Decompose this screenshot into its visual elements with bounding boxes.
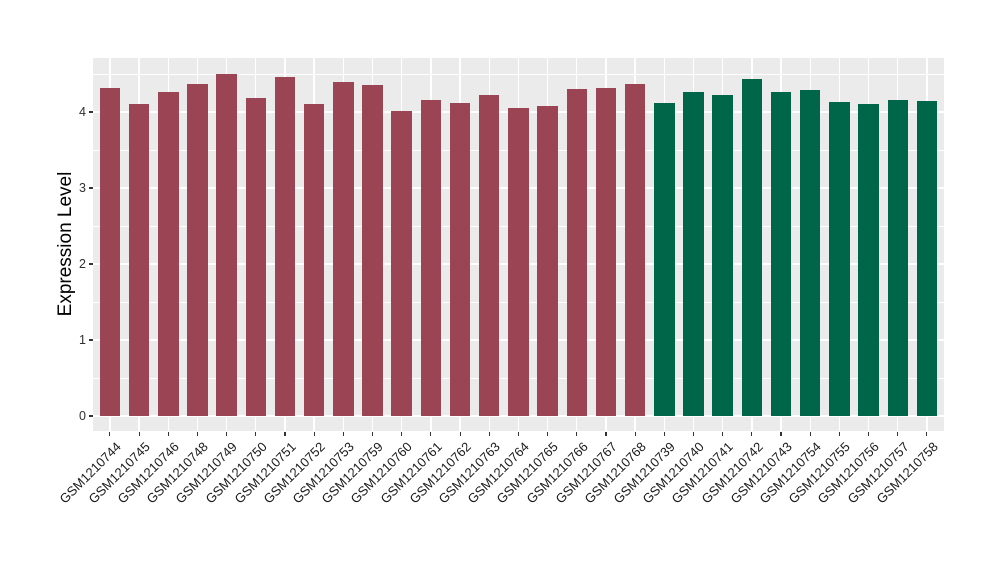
bar-GSM1210745 xyxy=(128,103,150,416)
y-tick-label: 2 xyxy=(79,257,86,271)
x-tick-mark xyxy=(167,431,169,436)
bar-GSM1210763 xyxy=(478,95,500,416)
bar-GSM1210768 xyxy=(624,83,646,416)
x-tick-mark xyxy=(138,431,140,436)
x-tick-mark xyxy=(605,431,607,436)
bar-GSM1210761 xyxy=(420,99,442,416)
bar-GSM1210744 xyxy=(99,87,121,416)
bar-GSM1210742 xyxy=(741,79,763,416)
y-tick-mark xyxy=(88,263,93,265)
bar-GSM1210740 xyxy=(683,92,704,416)
bar-GSM1210758 xyxy=(916,100,938,416)
bar-GSM1210760 xyxy=(391,111,412,416)
bar-GSM1210754 xyxy=(799,89,821,416)
x-tick-mark xyxy=(255,431,257,436)
bar-GSM1210749 xyxy=(216,74,237,416)
x-tick-mark xyxy=(868,431,870,436)
x-tick-mark xyxy=(371,431,374,436)
x-tick-mark xyxy=(838,431,840,436)
x-tick-mark xyxy=(109,431,111,436)
x-tick-mark xyxy=(809,431,811,436)
bar-GSM1210767 xyxy=(595,88,617,416)
y-tick-mark xyxy=(88,415,93,417)
x-tick-mark xyxy=(926,431,928,436)
bar-GSM1210751 xyxy=(274,77,296,416)
x-tick-mark xyxy=(722,431,724,436)
bar-GSM1210759 xyxy=(362,85,383,416)
bar-GSM1210748 xyxy=(187,83,208,416)
x-tick-mark xyxy=(226,431,228,436)
x-tick-mark xyxy=(284,431,286,436)
x-tick-mark xyxy=(430,431,432,436)
bar-GSM1210741 xyxy=(712,95,733,416)
y-tick-label: 0 xyxy=(79,409,86,423)
x-tick-mark xyxy=(663,431,665,436)
x-tick-mark xyxy=(517,431,519,436)
bar-GSM1210750 xyxy=(245,97,267,416)
bar-GSM1210757 xyxy=(887,99,908,416)
x-tick-mark xyxy=(634,431,636,436)
bar-GSM1210764 xyxy=(508,108,529,416)
x-tick-mark xyxy=(196,431,198,436)
bar-GSM1210766 xyxy=(566,89,588,416)
bar-GSM1210756 xyxy=(858,104,879,416)
bar-GSM1210755 xyxy=(829,102,850,416)
x-tick-mark xyxy=(780,431,782,436)
y-tick-mark xyxy=(88,339,93,341)
bar-GSM1210752 xyxy=(303,104,325,416)
y-tick-label: 3 xyxy=(79,181,86,195)
x-tick-mark xyxy=(459,431,461,436)
x-tick-mark xyxy=(342,431,344,436)
plot-panel xyxy=(93,58,944,431)
bar-GSM1210765 xyxy=(537,105,558,416)
bar-GSM1210743 xyxy=(770,92,792,416)
bar-GSM1210746 xyxy=(158,92,179,416)
bar-GSM1210753 xyxy=(333,82,354,416)
x-tick-mark xyxy=(313,431,315,436)
y-tick-label: 4 xyxy=(79,105,86,119)
y-tick-mark xyxy=(88,111,93,113)
y-tick-label: 1 xyxy=(79,333,86,347)
x-tick-mark xyxy=(488,431,490,436)
x-tick-mark xyxy=(547,431,549,436)
x-tick-mark xyxy=(576,431,578,436)
x-tick-mark xyxy=(401,431,403,436)
x-tick-mark xyxy=(751,431,753,436)
bar-GSM1210739 xyxy=(654,102,675,416)
x-tick-mark xyxy=(692,431,695,436)
x-tick-mark xyxy=(897,431,899,436)
y-tick-mark xyxy=(88,187,93,189)
bar-GSM1210762 xyxy=(449,102,471,416)
